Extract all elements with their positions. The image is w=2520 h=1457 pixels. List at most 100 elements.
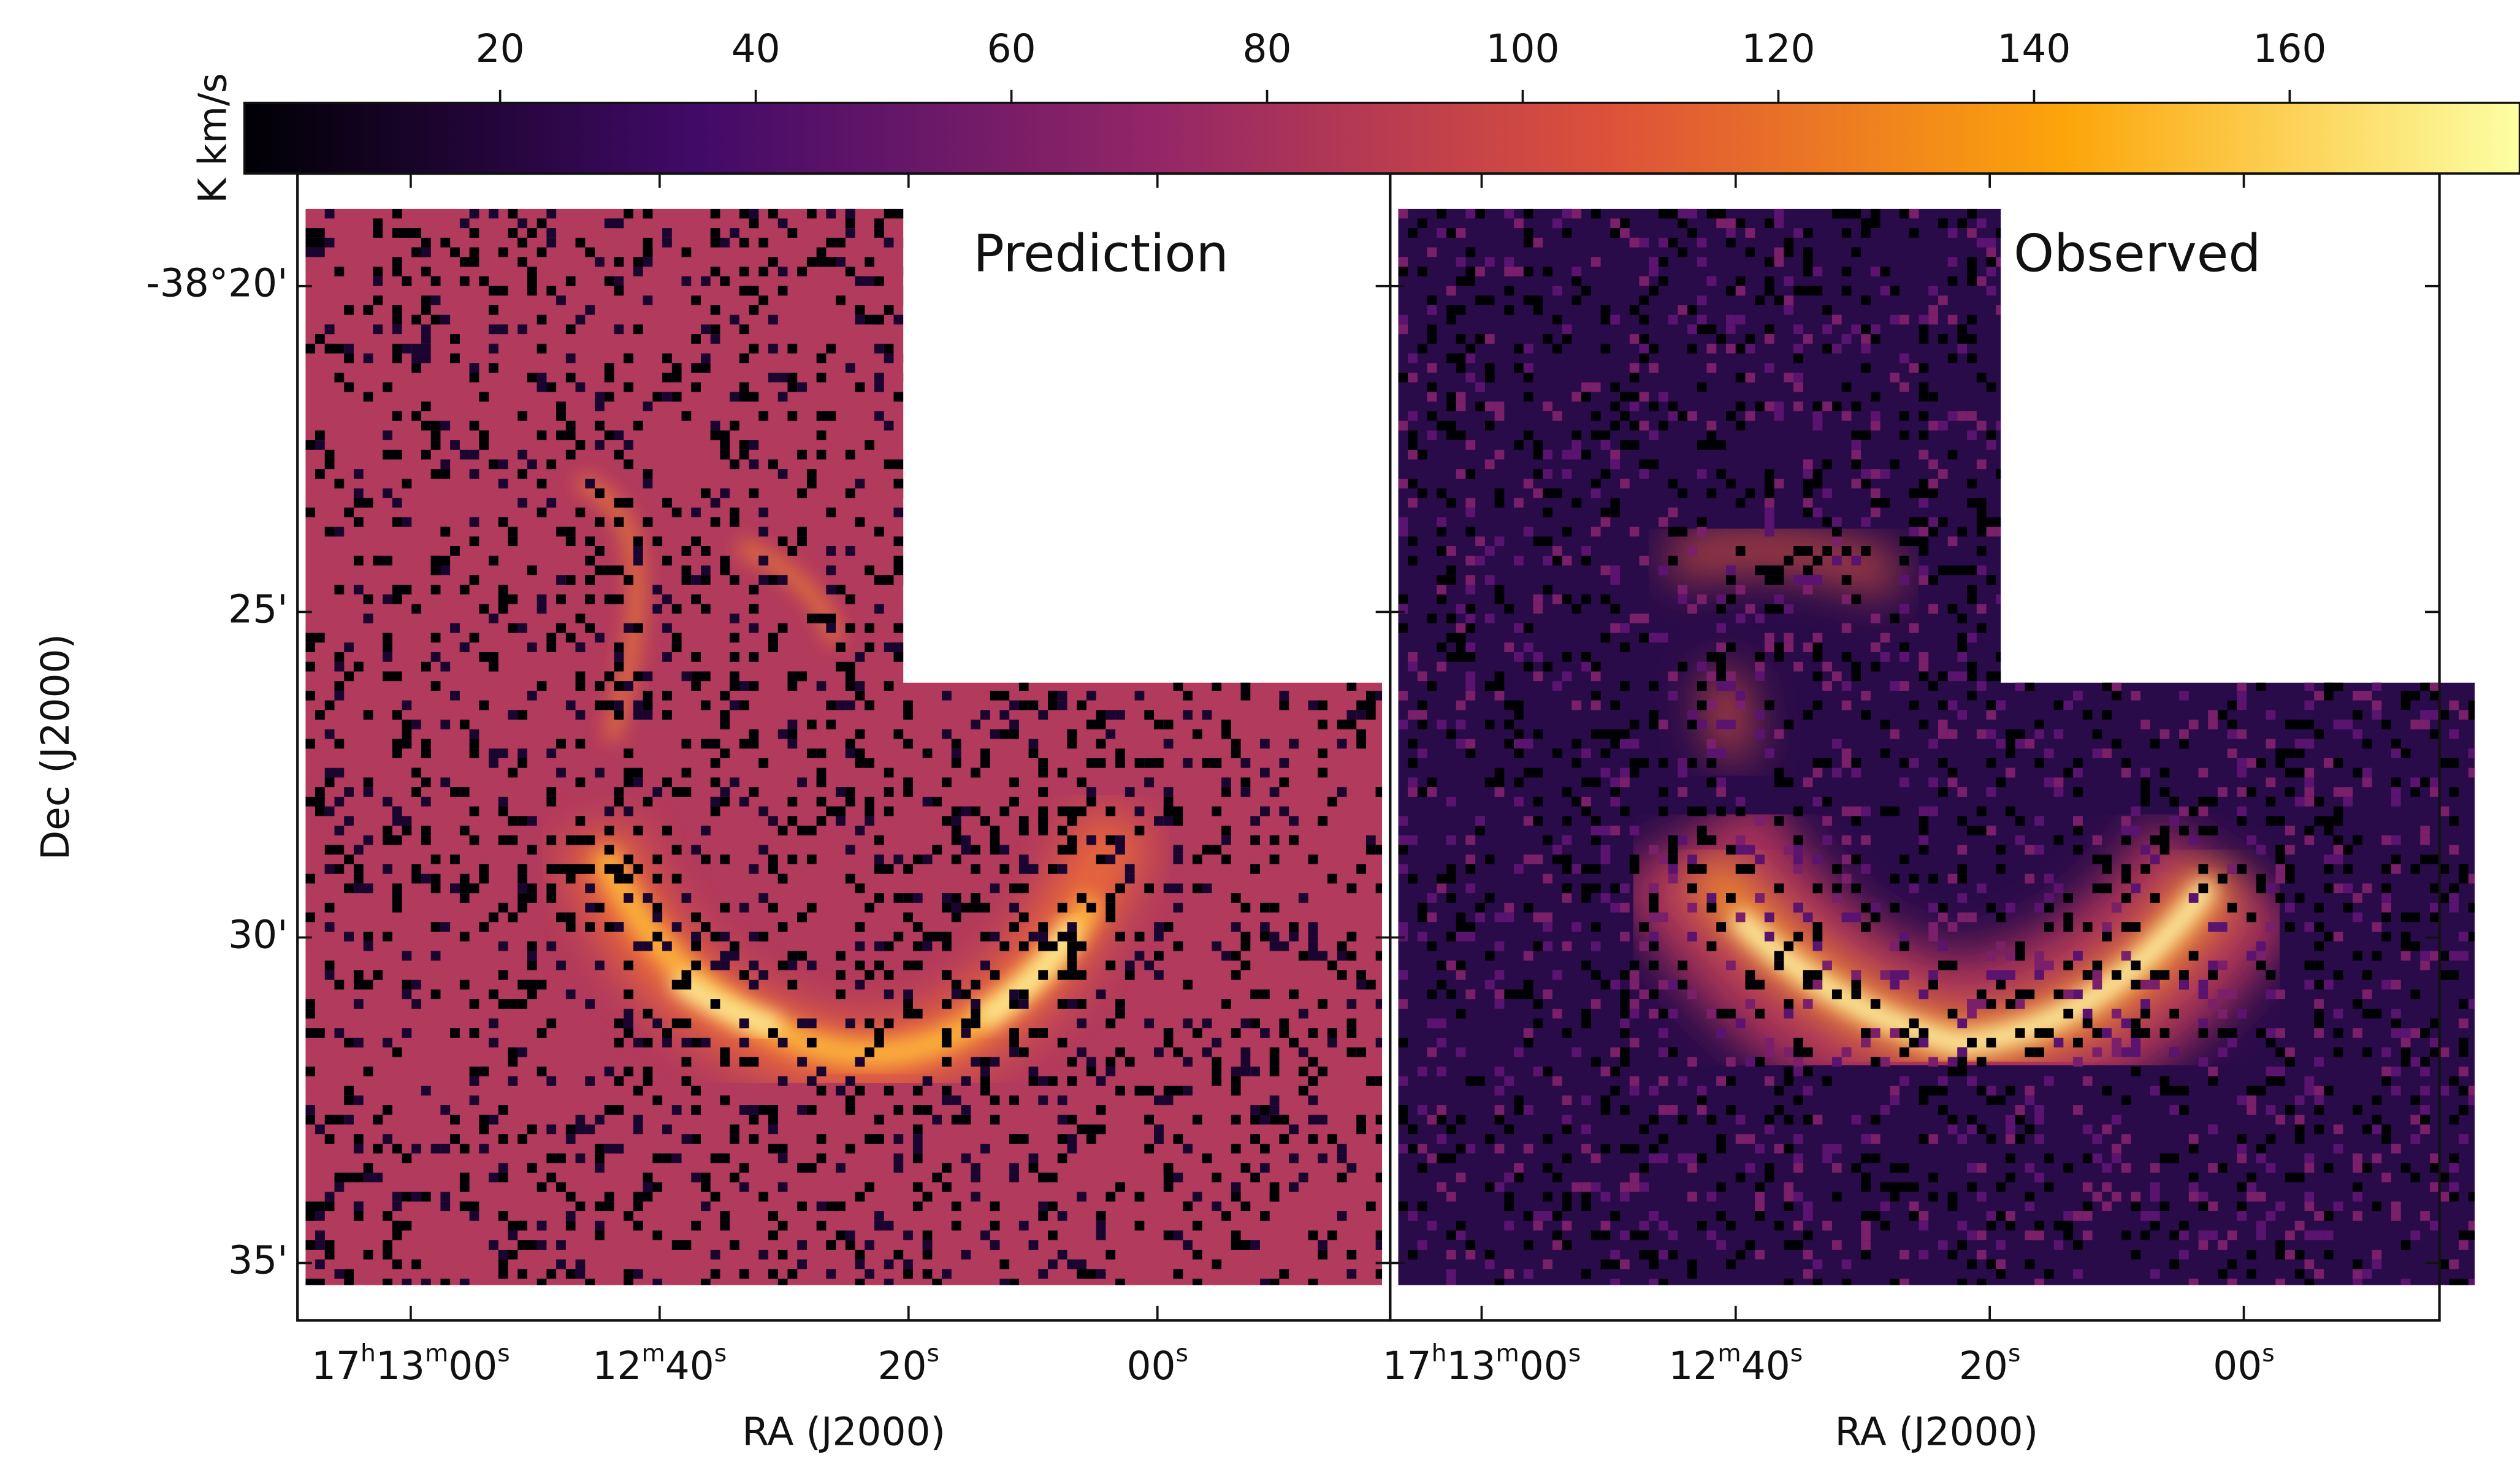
- pixel: [672, 1240, 682, 1250]
- pixel: [1591, 922, 1601, 932]
- pixel: [1659, 787, 1668, 797]
- pixel: [1289, 1154, 1299, 1163]
- pixel: [903, 701, 913, 710]
- pixel: [2459, 575, 2468, 585]
- pixel: [720, 489, 730, 498]
- pixel: [2324, 450, 2334, 460]
- pixel: [1366, 382, 1376, 392]
- pixel: [1260, 623, 1270, 633]
- pixel: [2160, 604, 2170, 614]
- pixel: [1135, 498, 1145, 508]
- pixel: [807, 826, 817, 835]
- pixel: [411, 720, 421, 729]
- pixel: [1504, 267, 1514, 276]
- pixel: [2015, 565, 2025, 575]
- pixel: [1957, 787, 1967, 797]
- pixel: [903, 777, 913, 787]
- pixel: [2189, 951, 2199, 961]
- pixel: [2295, 720, 2305, 729]
- pixel: [778, 286, 788, 295]
- pixel: [1270, 1048, 1280, 1057]
- pixel: [2218, 440, 2228, 450]
- pixel: [2218, 787, 2228, 797]
- pixel: [758, 1105, 768, 1115]
- pixel: [884, 807, 894, 816]
- pixel: [2228, 363, 2237, 373]
- pixel: [913, 942, 923, 951]
- pixel: [1996, 228, 2006, 238]
- pixel: [2304, 922, 2314, 932]
- pixel: [932, 797, 942, 807]
- pixel: [1649, 1279, 1659, 1288]
- pixel: [1241, 1067, 1251, 1076]
- pixel: [508, 768, 517, 778]
- pixel: [1485, 1182, 1495, 1192]
- pixel: [1909, 517, 1919, 527]
- pixel: [2410, 1028, 2420, 1038]
- pixel: [614, 701, 624, 710]
- pixel: [1716, 671, 1726, 681]
- pixel: [1398, 1201, 1408, 1211]
- pixel: [1630, 1076, 1640, 1086]
- pixel: [2420, 546, 2430, 556]
- pixel: [498, 807, 508, 816]
- pixel: [305, 344, 315, 354]
- pixel: [1009, 777, 1019, 787]
- pixel: [498, 1260, 508, 1269]
- pixel: [1308, 1057, 1318, 1067]
- pixel: [576, 864, 586, 874]
- pixel: [1337, 652, 1347, 662]
- pixel: [1048, 450, 1058, 460]
- pixel: [1446, 835, 1456, 845]
- pixel: [1164, 720, 1174, 729]
- pixel: [855, 1086, 865, 1096]
- pixel: [2044, 315, 2054, 325]
- pixel: [1048, 1260, 1058, 1269]
- pixel: [1495, 1144, 1505, 1154]
- pixel: [1495, 787, 1505, 797]
- pixel: [711, 797, 720, 807]
- pixel: [1456, 469, 1466, 479]
- pixel: [662, 498, 672, 508]
- pixel: [1707, 942, 1717, 951]
- pixel: [2179, 575, 2189, 585]
- pixel: [1327, 1028, 1337, 1038]
- pixel: [1058, 845, 1067, 855]
- pixel: [1135, 585, 1145, 595]
- pixel: [1376, 295, 1386, 305]
- pixel: [325, 209, 335, 219]
- pixel: [1668, 527, 1678, 537]
- pixel: [1337, 450, 1347, 460]
- pixel: [1977, 999, 1987, 1009]
- pixel: [1967, 1115, 1977, 1125]
- pixel: [1009, 392, 1019, 401]
- pixel: [334, 373, 344, 382]
- pixel: [1241, 1201, 1251, 1211]
- pixel: [1813, 421, 1823, 431]
- pixel: [1241, 777, 1251, 787]
- pixel: [431, 585, 441, 595]
- pixel: [1105, 729, 1115, 739]
- pixel: [749, 980, 759, 990]
- pixel: [2083, 1076, 2093, 1086]
- pixel: [2015, 209, 2025, 219]
- pixel: [788, 854, 798, 864]
- pixel: [942, 942, 952, 951]
- pixel: [855, 691, 865, 701]
- pixel: [1900, 604, 1909, 614]
- pixel: [1745, 373, 1755, 382]
- pixel: [1485, 401, 1495, 411]
- pixel: [662, 392, 672, 401]
- pixel: [2410, 276, 2420, 286]
- pixel: [2015, 942, 2025, 951]
- pixel: [2063, 392, 2073, 401]
- pixel: [2073, 1240, 2083, 1250]
- pixel: [2410, 787, 2420, 797]
- pixel: [1154, 720, 1164, 729]
- pixel: [1803, 913, 1813, 923]
- pixel: [1086, 614, 1096, 623]
- pixel: [470, 999, 479, 1009]
- pixel: [2189, 517, 2199, 527]
- pixel: [1270, 401, 1280, 411]
- pixel: [1337, 315, 1347, 325]
